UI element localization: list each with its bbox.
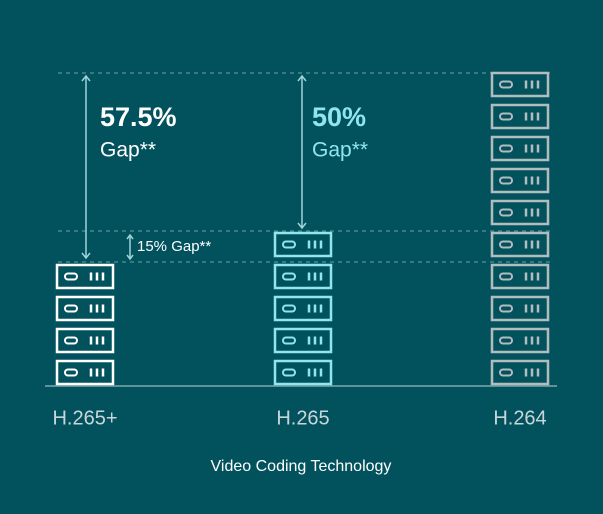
server-icon [490, 167, 550, 194]
server-led [499, 272, 513, 281]
server-icon [55, 327, 115, 354]
annotation-note: Gap** [312, 139, 368, 162]
server-icon [273, 231, 333, 258]
server-led [282, 336, 296, 345]
server-icon [55, 295, 115, 322]
x-axis-title: Video Coding Technology [211, 458, 392, 475]
server-led [282, 240, 296, 249]
server-icon [490, 231, 550, 258]
annotation: 57.5% [100, 102, 177, 132]
annotation: 50% [312, 102, 366, 132]
server-stack [490, 71, 550, 386]
server-led [64, 336, 78, 345]
server-icon [490, 135, 550, 162]
server-led [499, 304, 513, 313]
server-led [499, 80, 513, 89]
annotation: 15% Gap** [137, 238, 211, 255]
server-led [499, 368, 513, 377]
server-led [499, 336, 513, 345]
server-icon [273, 327, 333, 354]
x-tick-label: H.265 [276, 407, 329, 429]
server-icon [490, 359, 550, 386]
server-led [64, 272, 78, 281]
annotation-note: Gap** [100, 139, 156, 162]
server-led [64, 304, 78, 313]
server-icon [490, 327, 550, 354]
server-led [499, 240, 513, 249]
x-tick-label: H.265+ [52, 407, 117, 429]
server-icon [273, 359, 333, 386]
server-icon [490, 263, 550, 290]
server-led [499, 176, 513, 185]
server-led [499, 144, 513, 153]
server-led [499, 208, 513, 217]
server-icon [490, 295, 550, 322]
x-tick-label: H.264 [493, 407, 546, 429]
server-icon [273, 263, 333, 290]
server-icon [490, 103, 550, 130]
server-led [282, 272, 296, 281]
server-icon [55, 359, 115, 386]
server-icon [490, 71, 550, 98]
server-stack [55, 263, 115, 386]
server-icon [490, 199, 550, 226]
server-led [64, 368, 78, 377]
server-led [282, 304, 296, 313]
server-icon [273, 295, 333, 322]
server-stack [273, 231, 333, 386]
server-icon [55, 263, 115, 290]
arrows [81, 74, 307, 261]
server-led [499, 112, 513, 121]
server-led [282, 368, 296, 377]
